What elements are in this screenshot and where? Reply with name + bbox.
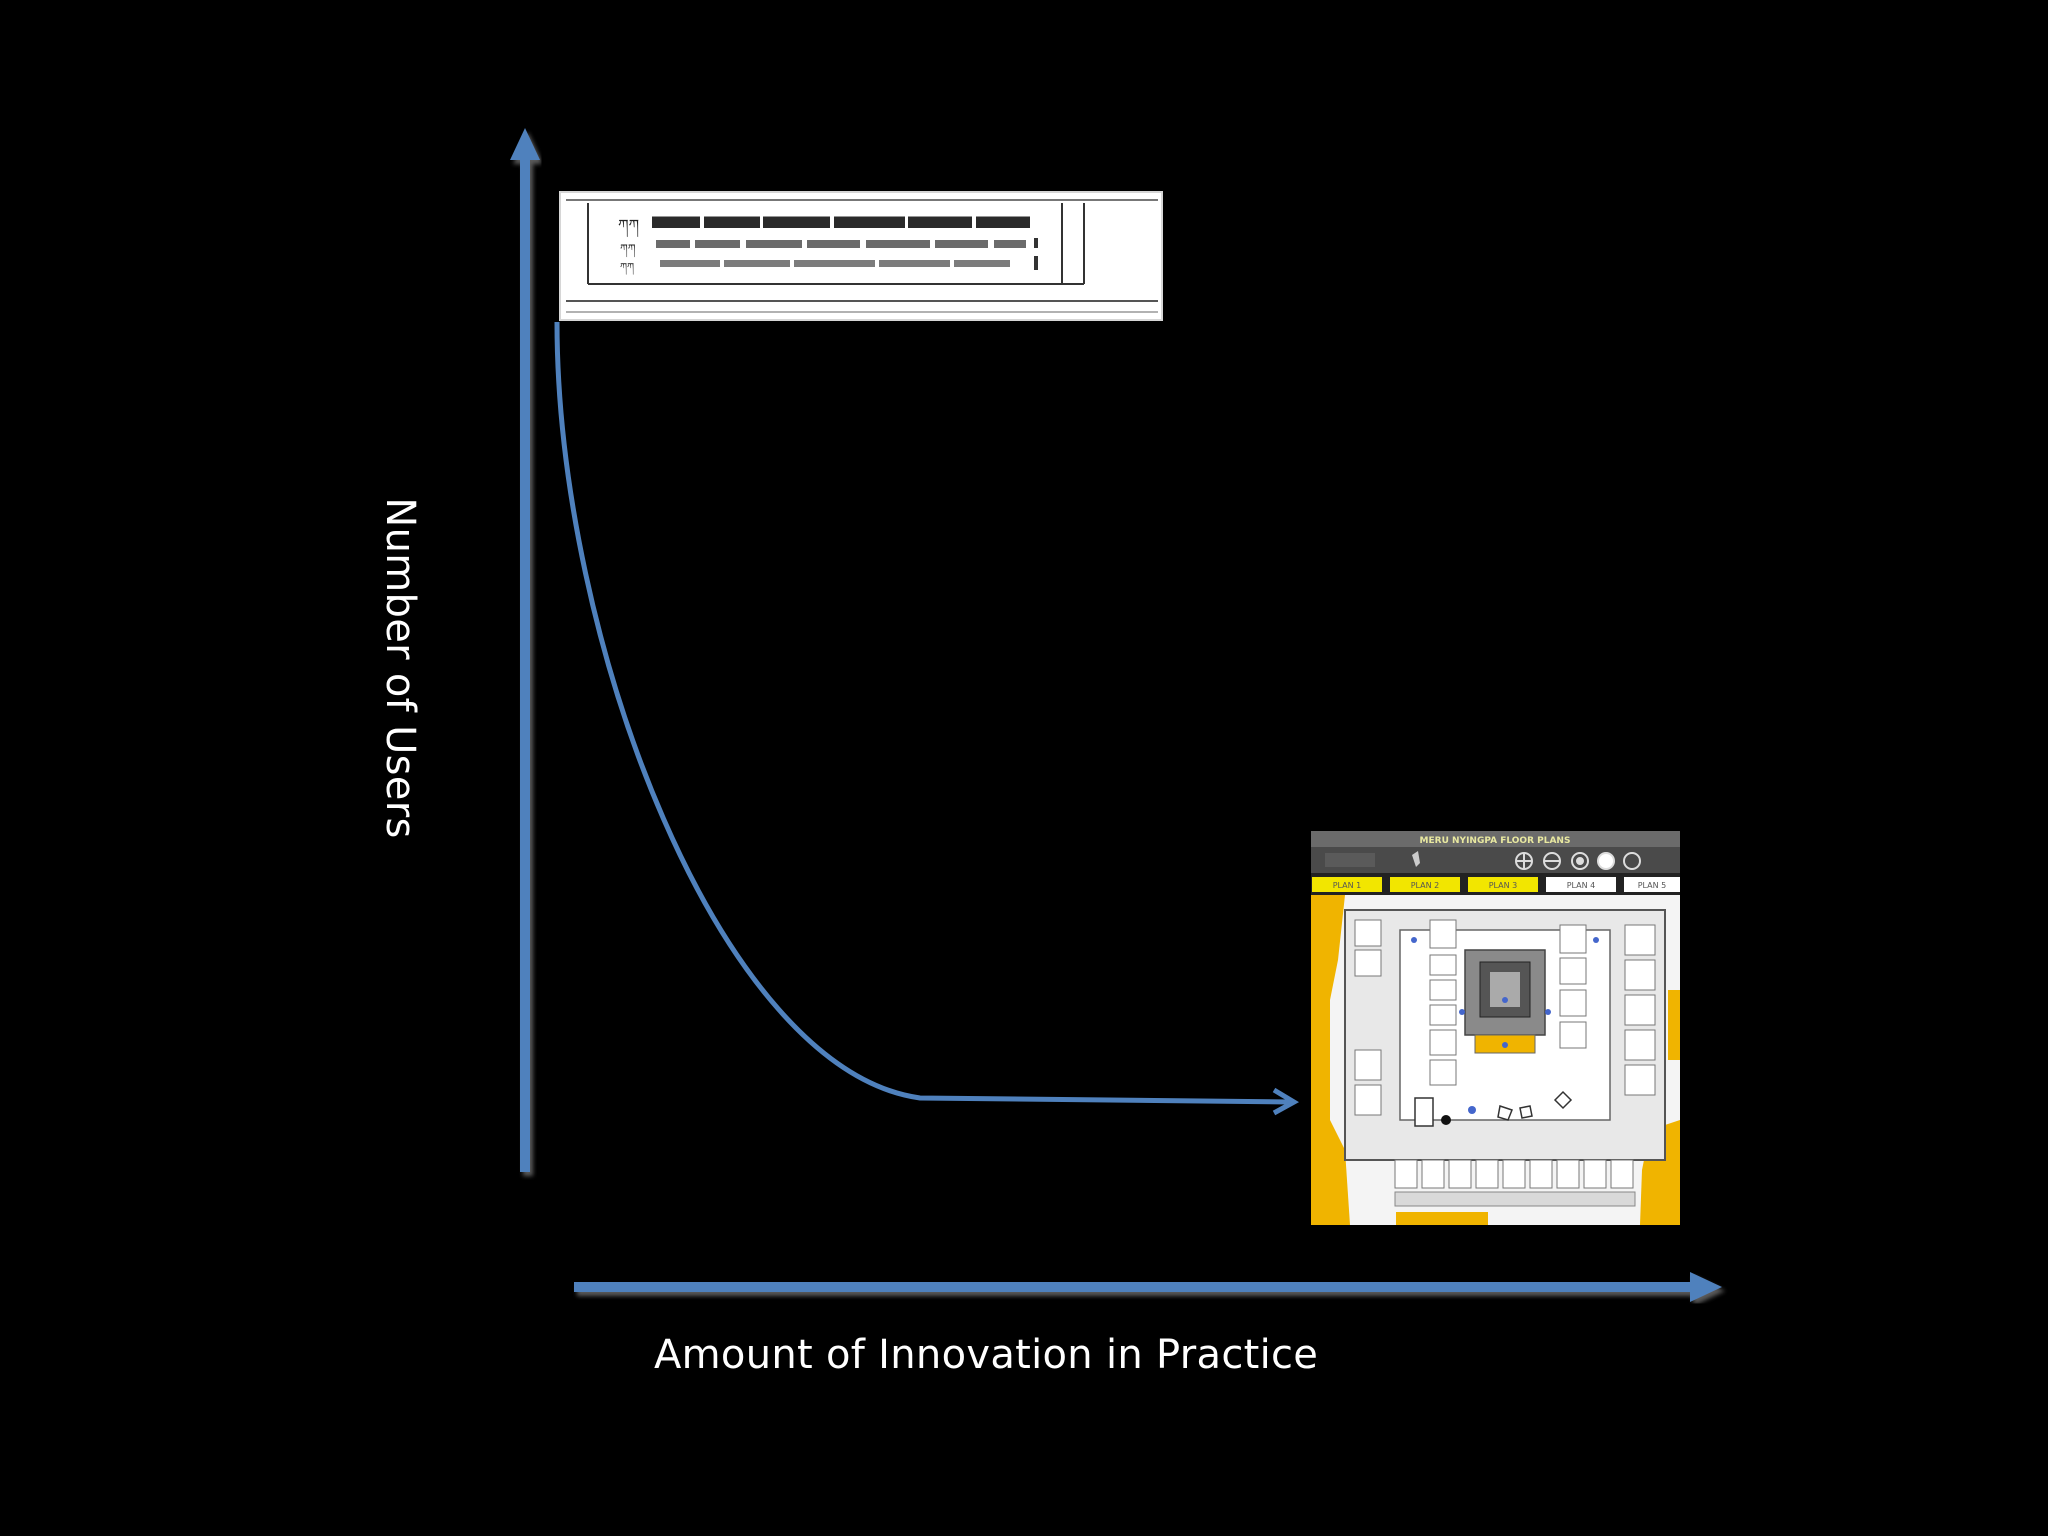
plan-tab-4: PLAN 4 [1567,881,1596,890]
plan-tab-5: PLAN 5 [1638,881,1667,890]
plan-tab-1: PLAN 1 [1333,881,1362,890]
floor-plan-toolbar-icons [1515,852,1641,870]
script-glyphs: ཀཀ ཀཀ ཀཀ [618,216,639,275]
adoption-curve [554,321,1300,1116]
manuscript-image: ཀཀ ཀཀ ཀཀ [559,191,1163,321]
floor-plan-title: MERU NYINGPA FLOOR PLANS [1420,836,1571,846]
svg-text:ཀཀ: ཀཀ [618,216,639,238]
x-axis-label: Amount of Innovation in Practice [654,1332,1319,1378]
svg-text:ཀཀ: ཀཀ [620,242,636,258]
y-axis-label: Number of Users [377,497,423,839]
plan-tabs [1312,877,1680,892]
curve-arrowhead [1272,1087,1300,1116]
script-line-3 [660,260,1010,267]
x-axis-arrow [574,1272,1722,1302]
plan-tab-3: PLAN 3 [1489,881,1518,890]
floor-plan-drawing [1311,895,1680,1225]
plan-tab-2: PLAN 2 [1411,881,1440,890]
script-line-2 [656,240,1026,248]
floor-plan-image: MERU NYINGPA FLOOR PLANS PLAN 1 PLA [1311,831,1680,1225]
script-line-1 [652,214,1030,228]
y-axis-arrow [510,128,540,1172]
svg-text:ཀཀ: ཀཀ [620,262,634,275]
